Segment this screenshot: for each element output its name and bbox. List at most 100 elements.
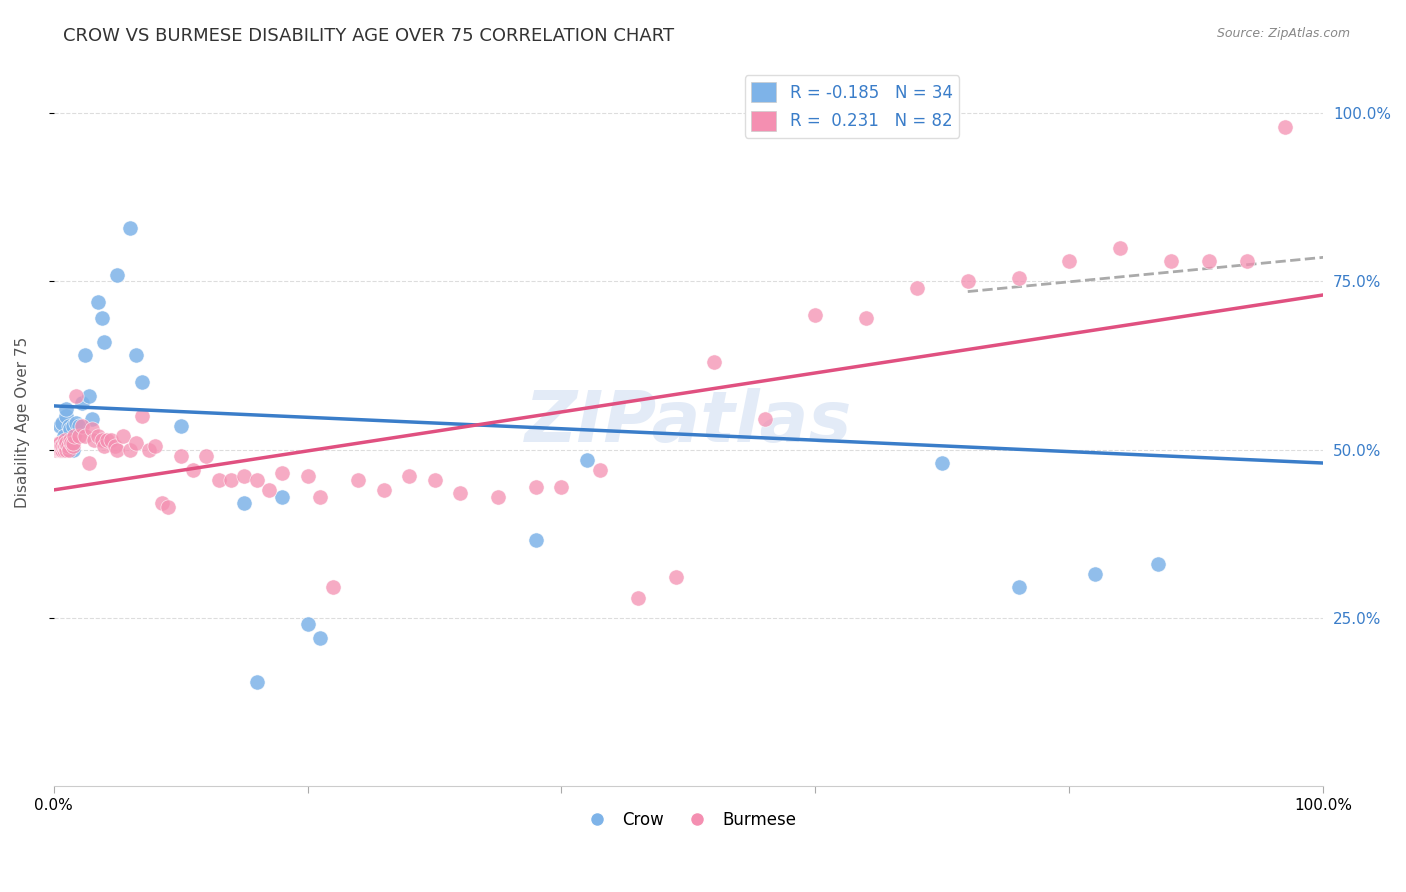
Point (65, 416, 87, 430)
Point (51, 416, 73, 430)
Point (58, 419, 80, 434)
Point (322, 581, 344, 595)
Point (221, 473, 243, 487)
Point (1007, 581, 1029, 595)
Point (67, 419, 90, 434)
Point (754, 412, 776, 426)
Point (55, 409, 77, 423)
Point (347, 473, 370, 487)
Point (1198, 254, 1220, 268)
Point (63, 429, 86, 443)
Point (156, 500, 179, 514)
Point (60, 435, 83, 450)
Point (49, 435, 72, 450)
Point (51, 442, 73, 457)
Point (423, 473, 446, 487)
Point (194, 450, 217, 464)
Point (208, 473, 231, 487)
Point (297, 469, 319, 483)
Point (150, 496, 173, 510)
Point (246, 674, 269, 689)
Point (70, 419, 93, 434)
Point (56, 439, 79, 453)
Point (51, 442, 73, 457)
Point (1160, 254, 1182, 268)
Point (309, 490, 332, 504)
Point (524, 479, 547, 493)
Point (1236, 254, 1258, 268)
Point (703, 355, 725, 369)
Point (62, 419, 84, 434)
Point (59, 433, 82, 447)
Point (52, 439, 75, 453)
Point (80, 422, 103, 436)
Point (1007, 271, 1029, 285)
Point (259, 483, 281, 497)
Point (138, 442, 160, 457)
Point (90, 311, 112, 326)
Point (75, 429, 97, 443)
Point (449, 486, 471, 500)
Point (58, 442, 80, 457)
Point (169, 419, 191, 434)
Point (77, 456, 100, 470)
Text: Source: ZipAtlas.com: Source: ZipAtlas.com (1216, 27, 1350, 40)
Point (77, 389, 100, 403)
Point (49, 442, 72, 457)
Point (246, 473, 269, 487)
Point (118, 220, 141, 235)
Point (575, 452, 598, 467)
Point (125, 348, 148, 362)
Point (96, 433, 118, 447)
Point (67, 429, 90, 443)
Point (233, 469, 256, 483)
Point (486, 490, 509, 504)
Point (1084, 566, 1107, 581)
Point (373, 483, 395, 497)
Point (51, 439, 73, 453)
Point (297, 617, 319, 632)
Point (46, 439, 69, 453)
Point (87, 429, 110, 443)
Point (53, 439, 76, 453)
Point (105, 442, 128, 457)
Point (87, 294, 110, 309)
Text: CROW VS BURMESE DISABILITY AGE OVER 75 CORRELATION CHART: CROW VS BURMESE DISABILITY AGE OVER 75 C… (63, 27, 675, 45)
Point (1274, 120, 1296, 134)
Point (956, 275, 979, 289)
Point (131, 376, 153, 390)
Point (93, 439, 115, 453)
Point (105, 268, 128, 282)
Point (49, 439, 72, 453)
Point (588, 463, 610, 477)
Point (118, 442, 141, 457)
Point (51, 439, 73, 453)
Point (855, 311, 877, 326)
Point (55, 435, 77, 450)
Point (100, 433, 122, 447)
Point (48, 442, 70, 457)
Point (131, 409, 153, 423)
Legend: Crow, Burmese: Crow, Burmese (574, 805, 803, 836)
Point (271, 466, 294, 480)
Point (80, 412, 103, 426)
Point (62, 442, 84, 457)
Point (52, 442, 75, 457)
Point (271, 490, 294, 504)
Point (627, 591, 650, 605)
Point (62, 439, 84, 453)
Point (1109, 241, 1132, 255)
Point (804, 308, 827, 322)
Y-axis label: Disability Age Over 75: Disability Age Over 75 (15, 337, 30, 508)
Point (62, 435, 84, 450)
Point (55, 442, 77, 457)
Point (90, 433, 112, 447)
Point (309, 631, 332, 645)
Point (45, 442, 67, 457)
Point (112, 429, 135, 443)
Point (398, 469, 420, 483)
Point (52, 429, 75, 443)
Point (93, 334, 115, 349)
Point (53, 433, 76, 447)
Point (143, 439, 166, 453)
